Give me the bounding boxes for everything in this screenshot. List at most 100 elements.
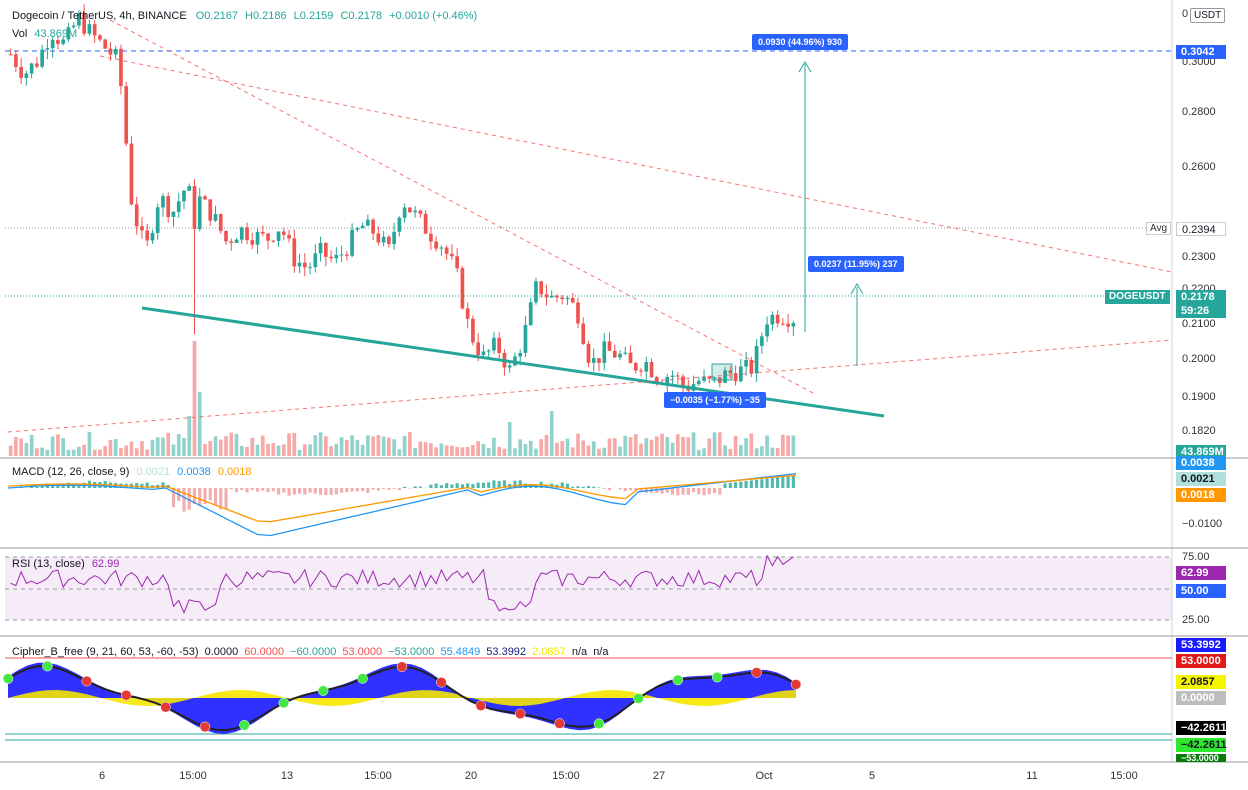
macd-histogram-bar (245, 488, 249, 493)
macd-histogram-bar (481, 482, 486, 488)
volume-bar (176, 434, 181, 456)
macd-histogram-bar (340, 488, 344, 493)
volume-bar (323, 436, 328, 456)
volume-bar (103, 445, 108, 456)
measure-down[interactable]: −0.0035 (−1.77%) −35 (664, 392, 766, 408)
volume-bar (465, 446, 470, 456)
macd-histogram-bar (560, 482, 564, 488)
candle-body (24, 73, 29, 78)
candle-body (434, 241, 438, 249)
macd-histogram-bar (418, 486, 422, 488)
volume-bar (702, 448, 706, 456)
macd-histogram-bar (723, 483, 727, 488)
volume-legend[interactable]: Vol 43.869M (12, 28, 77, 40)
cipher-v4: 53.0000 (342, 646, 383, 658)
volume-bar (203, 444, 207, 456)
macd-histogram-bar (707, 488, 711, 495)
measure-up-big[interactable]: 0.0930 (44.96%) 930 (752, 34, 849, 50)
macd-tag-hist: 0.0021 (1176, 472, 1226, 486)
candle-body (208, 199, 213, 221)
volume-value: 43.869M (34, 28, 78, 40)
macd-histogram-bar (161, 482, 165, 488)
macd-histogram-bar (791, 475, 795, 488)
macd-histogram-bar (208, 488, 212, 501)
volume-bar (497, 446, 502, 456)
volume-bar (339, 437, 344, 456)
cipher-legend[interactable]: Cipher_B_free (9, 21, 60, 53, -60, -53) … (12, 646, 608, 658)
volume-bar (397, 449, 402, 456)
macd-histogram-bar (387, 488, 391, 491)
macd-legend[interactable]: MACD (12, 26, close, 9) 0.0021 0.0038 0.… (12, 466, 252, 478)
volume-bar (408, 432, 412, 456)
candle-body (345, 254, 349, 256)
macd-histogram-bar (35, 486, 39, 488)
macd-histogram-bar (576, 486, 580, 488)
volume-bar (119, 447, 123, 456)
countdown-tag: 59:26 (1176, 304, 1226, 318)
volume-bar (250, 437, 255, 456)
candle-body (82, 13, 87, 34)
macd-histogram-bar (497, 481, 501, 488)
candle-body (387, 236, 391, 245)
volume-bar (402, 435, 407, 456)
upper-dashed-trendline (99, 55, 1173, 273)
candle-body (297, 262, 302, 267)
ohlc-low: L0.2159 (293, 10, 334, 22)
measure-up-small[interactable]: 0.0237 (11.95%) 237 (808, 256, 904, 272)
candle-body (633, 363, 638, 371)
volume-bar (287, 433, 291, 456)
candle-body (203, 196, 207, 200)
macd-histogram-bar (718, 488, 722, 495)
volume-bar (166, 432, 171, 456)
volume-bar (434, 447, 438, 456)
candle-body (460, 268, 465, 309)
macd-histogram-bar (660, 488, 664, 494)
volume-bar (560, 440, 565, 456)
volume-bar (192, 341, 197, 456)
currency-button[interactable]: USDT (1190, 8, 1226, 23)
volume-bar (182, 438, 186, 456)
candle-body (318, 242, 323, 254)
candle-body (649, 361, 654, 378)
candle-body (339, 254, 344, 256)
volume-bar (691, 432, 696, 456)
candle-body (302, 262, 307, 268)
avg-value-tag: 0.2394 (1176, 222, 1226, 236)
volume-bar (649, 439, 654, 456)
candle-body (176, 201, 181, 212)
volume-bar (739, 444, 743, 456)
candle-body (544, 294, 549, 298)
symbol-title[interactable]: Dogecoin / TetherUS, 4h, BINANCE (12, 10, 187, 22)
rsi-legend[interactable]: RSI (13, close) 62.99 (12, 558, 119, 570)
cipher-dot (593, 718, 605, 729)
candle-body (733, 373, 738, 382)
macd-histogram-bar (471, 484, 475, 488)
time-tick-3: 15:00 (364, 770, 392, 782)
macd-histogram-bar (271, 488, 275, 492)
volume-label: Vol (12, 28, 28, 40)
macd-histogram-bar (266, 488, 270, 493)
cipher-dot (672, 674, 684, 686)
volume-bar (518, 439, 523, 456)
candle-body (271, 240, 276, 242)
candle-body (518, 352, 523, 357)
candle-body (754, 345, 759, 374)
volume-bar (549, 411, 554, 456)
volume-bar (40, 447, 44, 456)
candle-body (45, 48, 50, 50)
volume-bar (376, 434, 381, 456)
candle-body (145, 230, 150, 241)
candle-body (618, 353, 622, 358)
price-tick-4: 0.2000 (1182, 353, 1216, 365)
macd-histogram-bar (334, 488, 338, 495)
macd-histogram-bar (434, 483, 438, 488)
volume-bar (8, 445, 13, 456)
cipher-dot (160, 701, 171, 713)
macd-histogram-bar (571, 486, 575, 488)
time-tick-10: 15:00 (1110, 770, 1138, 782)
candle-body (397, 217, 402, 232)
volume-bar (281, 444, 286, 456)
macd-histogram-bar (670, 488, 675, 495)
volume-bar (77, 446, 81, 456)
